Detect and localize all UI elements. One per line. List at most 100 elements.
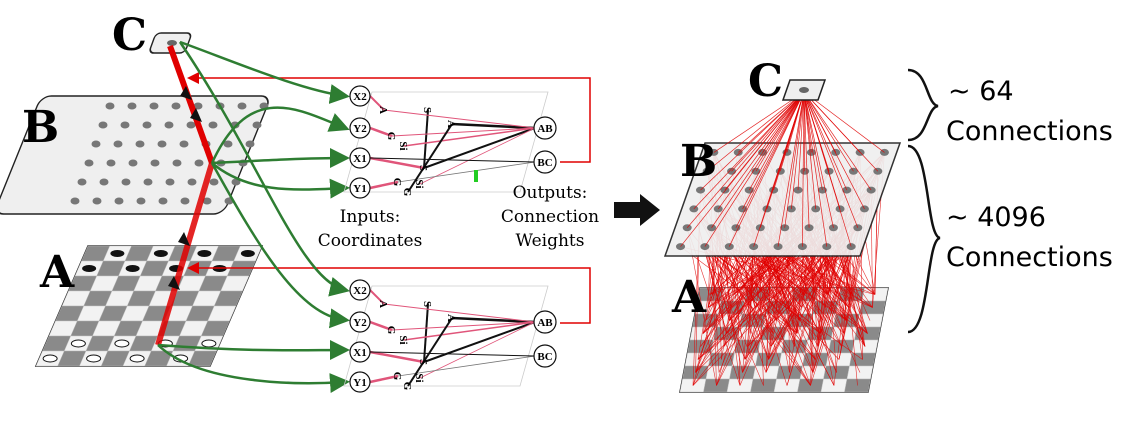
cppn-hidden-node: Si xyxy=(413,179,425,188)
cppn-hidden-node: G xyxy=(401,188,413,197)
cppn-input-node xyxy=(349,311,371,333)
b-node xyxy=(223,140,233,148)
connection-b-c xyxy=(686,91,805,228)
left-query-arrows xyxy=(157,40,350,393)
cppn-output-node xyxy=(533,310,557,334)
black-piece xyxy=(153,250,168,257)
b-node xyxy=(92,197,102,205)
outputs-caption-3: Weights xyxy=(516,231,585,251)
b-node xyxy=(136,197,146,205)
b-node xyxy=(165,178,175,186)
b-node xyxy=(187,178,197,186)
b-node xyxy=(186,121,196,129)
cppn-connection xyxy=(423,109,429,169)
b-node xyxy=(143,178,153,186)
b-node xyxy=(99,178,109,186)
connection-b-c xyxy=(728,91,805,247)
cppn-frame xyxy=(343,285,549,387)
white-piece xyxy=(201,339,217,348)
cppn-connection xyxy=(369,351,536,357)
cppn-output-label: AB xyxy=(537,317,553,329)
outputs-caption-2: Connection xyxy=(501,207,599,227)
green-marker xyxy=(474,170,478,182)
cppn-connection xyxy=(369,350,425,364)
b-node xyxy=(158,197,168,205)
cppn-hidden-node: G xyxy=(391,178,403,187)
cppn-input-node xyxy=(349,371,371,393)
connection-b-c xyxy=(693,91,805,210)
top-connection-count: ~ 64 xyxy=(948,76,1014,107)
b-node xyxy=(149,102,159,110)
connection-b-c xyxy=(803,91,865,210)
cppn-hidden-node: S xyxy=(417,165,429,171)
cppn-hidden-node: S xyxy=(421,301,433,307)
b-node xyxy=(194,159,204,167)
b-node xyxy=(208,121,218,129)
cppn-output-node xyxy=(533,116,557,140)
black-piece xyxy=(82,265,97,272)
b-node xyxy=(114,197,124,205)
right-node-c xyxy=(781,79,827,101)
connection-b-c xyxy=(753,91,805,247)
left-feedback-lines xyxy=(187,72,591,324)
cppn-hidden-node: S xyxy=(417,359,429,365)
cppn-connection xyxy=(369,374,399,384)
left-label-c: C xyxy=(112,10,147,61)
connection-b-c xyxy=(803,91,823,191)
outputs-caption-1: Outputs: xyxy=(513,183,588,203)
cppn-input-node xyxy=(349,177,371,199)
cppn-output-label: BC xyxy=(537,157,552,169)
cppn-hidden-node: G xyxy=(385,326,397,335)
connection-b-c xyxy=(803,91,810,228)
cppn-connection xyxy=(369,95,385,111)
connection-b-c xyxy=(803,91,854,172)
black-piece xyxy=(240,250,255,257)
white-piece xyxy=(173,354,189,363)
b-node xyxy=(164,121,174,129)
connection-b-c xyxy=(717,91,805,210)
inputs-caption-2: Coordinates xyxy=(318,231,423,251)
cppn-connection xyxy=(403,321,536,341)
b-node xyxy=(91,140,101,148)
cppn-connection xyxy=(383,109,536,129)
connection-b-c xyxy=(742,91,805,210)
cppn-input-label: Y1 xyxy=(353,183,366,195)
cppn-output-label: AB xyxy=(537,123,553,135)
cppn-connection xyxy=(369,156,425,170)
cppn-input-node xyxy=(349,279,371,301)
cppn-connection xyxy=(423,303,429,363)
white-piece xyxy=(114,339,130,348)
b-node xyxy=(202,197,212,205)
cppn-hidden-node: S xyxy=(421,107,433,113)
white-piece xyxy=(86,354,102,363)
cppn-connection xyxy=(423,321,536,363)
left-substrate-a xyxy=(34,245,264,367)
connections-b-c xyxy=(680,91,885,247)
connection-b-c xyxy=(700,91,805,191)
cppn-connection xyxy=(369,320,393,332)
cppn-input-label: Y2 xyxy=(353,317,367,329)
right-label-a: A xyxy=(671,272,707,323)
checkerboard xyxy=(35,245,263,367)
connection-b-c xyxy=(803,91,817,209)
cppn-hidden-node: Si xyxy=(413,373,425,382)
cppn-connection xyxy=(369,157,536,163)
b-node xyxy=(105,102,115,110)
cppn-connection xyxy=(407,123,453,193)
checker-cell xyxy=(187,350,217,367)
connection-b-c xyxy=(803,91,885,153)
top-connection-word: Connections xyxy=(946,116,1113,147)
b-node xyxy=(209,178,219,186)
cppn-connection xyxy=(423,127,536,169)
white-piece xyxy=(70,339,86,348)
b-node xyxy=(252,121,262,129)
cppn-connection xyxy=(369,126,393,138)
b-node xyxy=(77,178,87,186)
connection-a-b xyxy=(702,246,803,334)
cppn-output-label: BC xyxy=(537,351,552,363)
connection-a-b xyxy=(802,246,814,373)
substrate-b-nodes xyxy=(70,102,269,205)
b-node xyxy=(237,102,247,110)
